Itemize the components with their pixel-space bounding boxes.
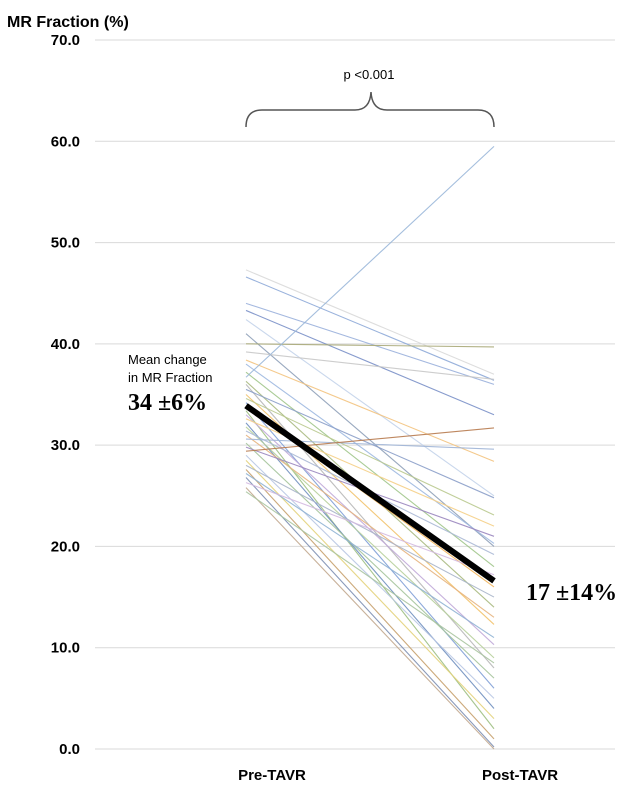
y-tick-label: 30.0 — [51, 437, 80, 454]
patient-line — [245, 319, 495, 497]
patient-line — [245, 426, 495, 659]
y-tick-label: 0.0 — [59, 741, 80, 758]
y-tick-label: 50.0 — [51, 235, 80, 252]
patient-line — [245, 410, 495, 730]
patient-line — [245, 491, 495, 664]
patient-line — [245, 422, 495, 709]
patient-line — [245, 351, 495, 380]
y-tick-label: 40.0 — [51, 336, 80, 353]
p-value-annotation: p <0.001 — [344, 67, 395, 82]
y-tick-label: 20.0 — [51, 538, 80, 555]
patient-line — [245, 464, 495, 598]
x-category-label: Pre-TAVR — [238, 767, 306, 784]
mean-pre-value-label: 34 ±6% — [128, 390, 207, 416]
y-tick-label: 60.0 — [51, 133, 80, 150]
x-category-label: Post-TAVR — [482, 767, 558, 784]
patient-line — [245, 363, 495, 544]
patient-line — [245, 487, 495, 750]
patient-line — [245, 469, 495, 740]
patient-line — [245, 438, 495, 450]
patient-line — [245, 309, 495, 416]
y-tick-labels: 0.0 10.0 20.0 30.0 40.0 50.0 60.0 70.0 — [51, 32, 80, 758]
significance-bracket — [245, 91, 495, 128]
patient-line — [245, 402, 495, 689]
patient-line — [245, 482, 495, 576]
patient-line — [245, 434, 495, 618]
patient-line — [245, 473, 495, 639]
y-tick-label: 70.0 — [51, 32, 80, 49]
mean-post-value-label: 17 ±14% — [526, 580, 617, 606]
mean-change-caption-line2: in MR Fraction — [128, 370, 213, 385]
mean-line — [244, 403, 496, 584]
patient-line — [245, 477, 495, 748]
patient-lines — [245, 145, 495, 750]
patient-line — [245, 276, 495, 381]
x-category-labels: Pre-TAVR Post-TAVR — [238, 767, 558, 784]
patient-line — [245, 459, 495, 719]
patient-line — [245, 269, 495, 375]
patient-line — [245, 145, 495, 378]
mean-line-group — [244, 403, 496, 584]
patient-line — [245, 414, 495, 646]
patient-line — [245, 343, 495, 348]
patient-line — [245, 427, 495, 452]
y-axis-label: MR Fraction (%) — [7, 14, 129, 31]
y-tick-label: 10.0 — [51, 640, 80, 657]
patient-line — [245, 398, 495, 516]
patient-line — [245, 302, 495, 385]
patient-line — [245, 442, 495, 679]
patient-line — [245, 359, 495, 462]
mean-change-caption-line1: Mean change — [128, 352, 207, 367]
